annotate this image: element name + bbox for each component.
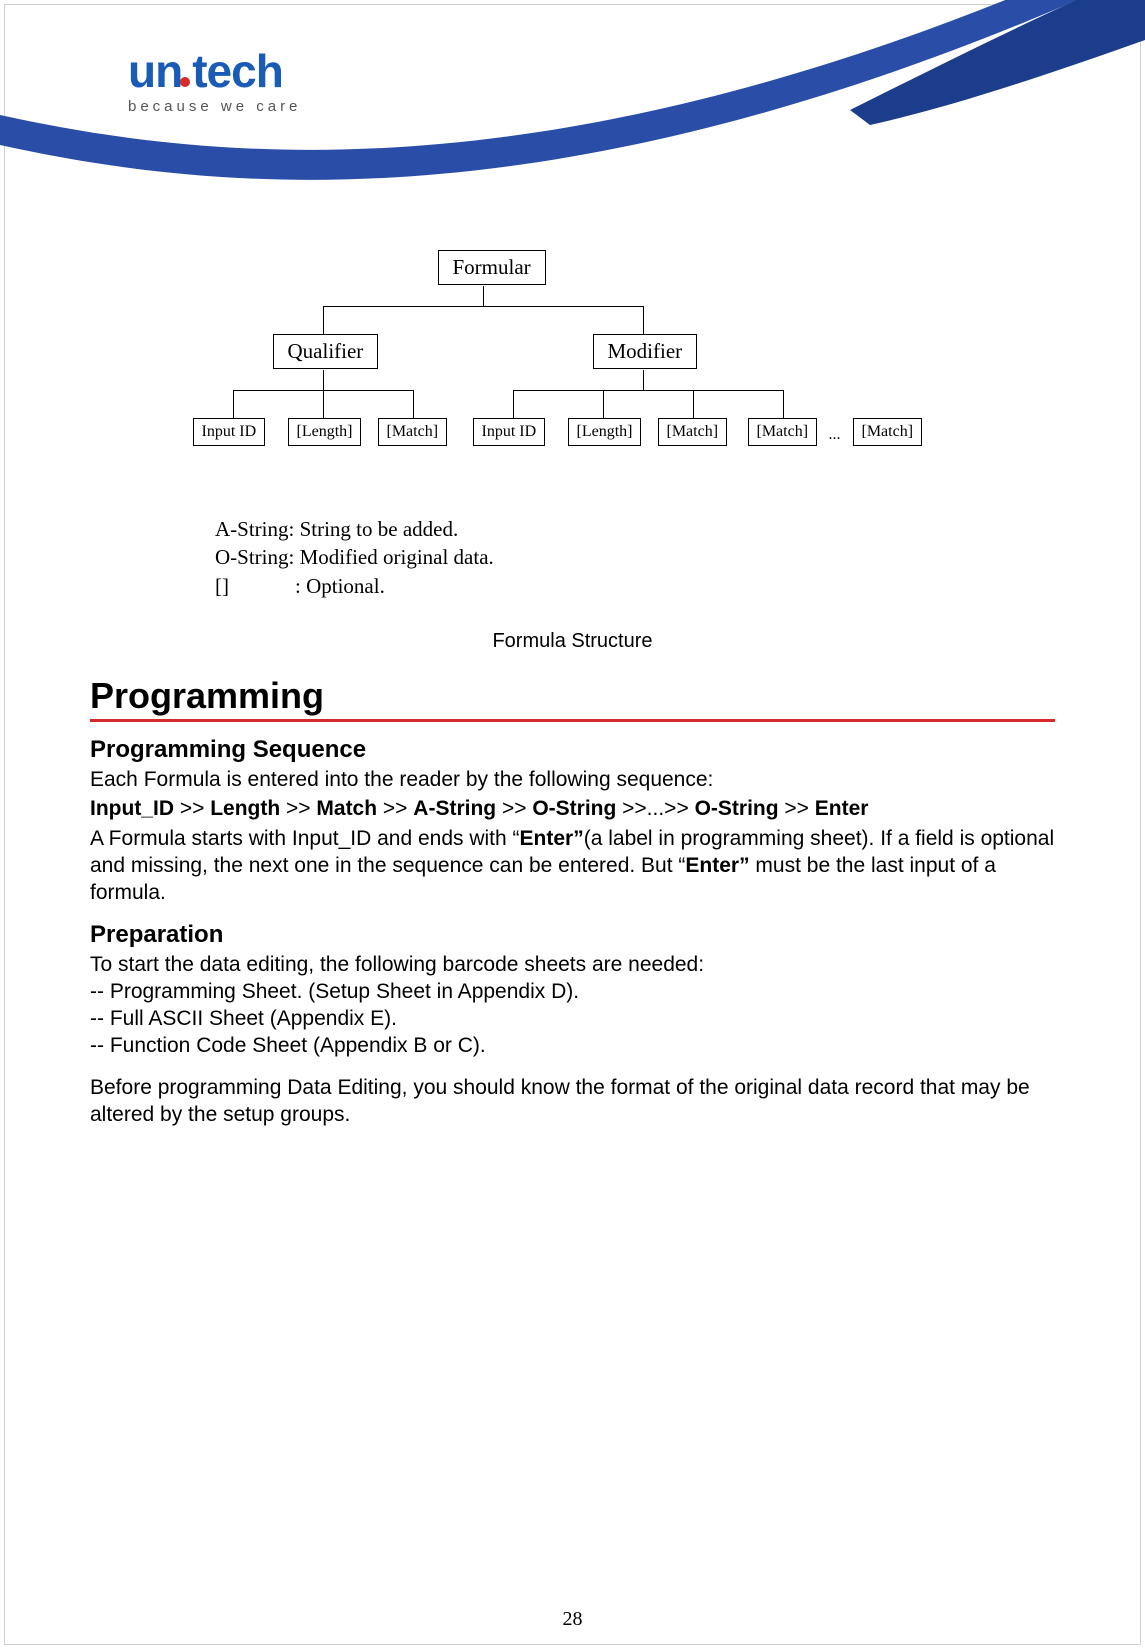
diagram-leaf: [Match] [658,418,728,446]
diagram-edge [693,390,694,418]
diagram-edge [643,306,644,334]
brand-logo: untech because we care [128,48,301,115]
page-header: untech because we care [0,0,1145,210]
diagram-edge [603,390,604,418]
diagram-leaf: [Match] [378,418,448,446]
brand-tagline: because we care [128,98,301,115]
diagram-edge [323,306,643,307]
diagram-edge [323,370,324,390]
diagram-leaf: [Length] [288,418,362,446]
diagram-edge [513,390,514,418]
diagram-leaf: [Match] [853,418,923,446]
diagram-node-root: Formular [438,250,546,285]
brand-dot-icon [180,77,190,87]
diagram-edge [643,370,644,390]
diagram-node-modifier: Modifier [593,334,698,369]
brand-suffix: tech [192,45,283,97]
brand-prefix: un [128,45,182,97]
diagram-leaf: Input ID [193,418,266,446]
diagram-edge [413,390,414,418]
diagram-ellipsis: ... [829,426,841,444]
diagram-leaf: [Match] [748,418,818,446]
diagram-leaf: Input ID [473,418,546,446]
diagram-edge [783,390,784,418]
diagram-edge [233,390,234,418]
page-number: 28 [0,1608,1145,1631]
diagram-edge [323,390,324,418]
diagram-leaf: [Length] [568,418,642,446]
diagram-node-qualifier: Qualifier [273,334,379,369]
diagram-edge [513,390,783,391]
diagram-edge [483,286,484,306]
diagram-edge [323,306,324,334]
brand-name: untech [128,48,301,94]
